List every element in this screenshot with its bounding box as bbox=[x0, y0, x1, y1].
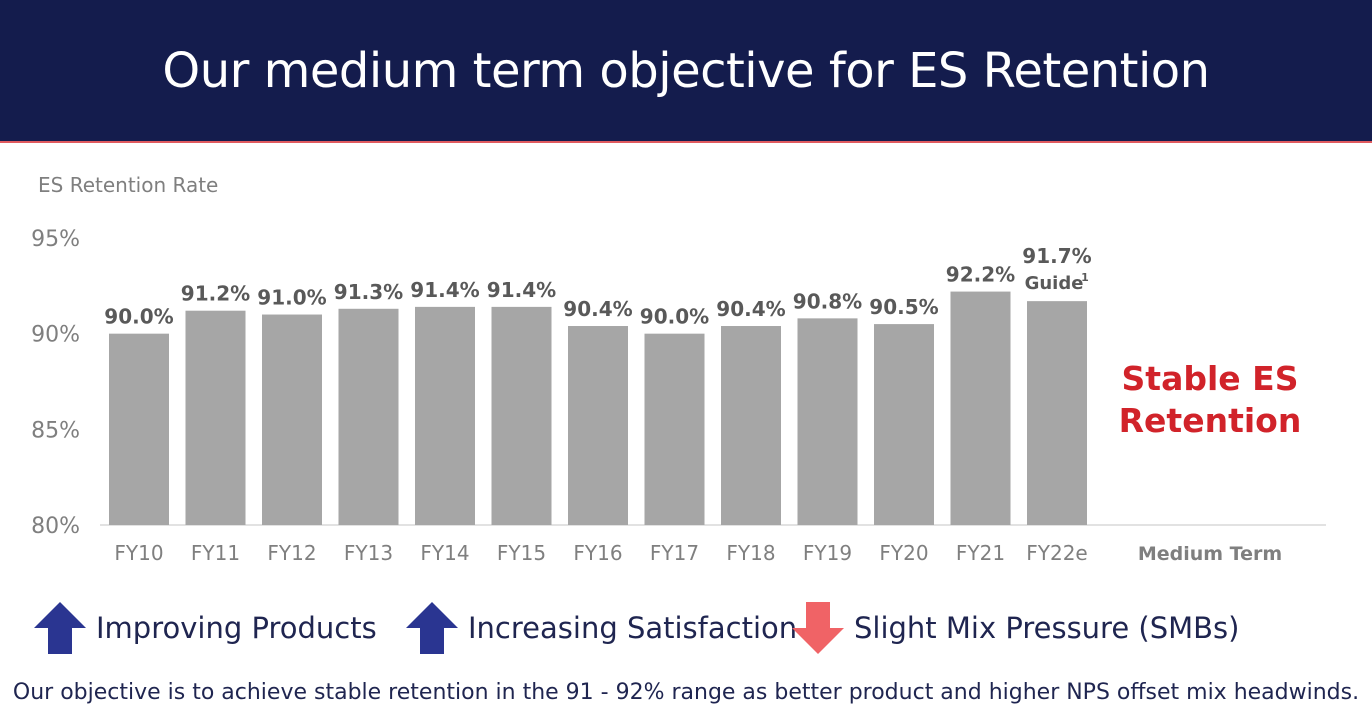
bar bbox=[491, 306, 552, 525]
bar bbox=[109, 333, 169, 525]
x-tick-label: FY20 bbox=[879, 541, 928, 565]
arrow-up-icon bbox=[406, 602, 458, 654]
data-label: 91.0% bbox=[257, 286, 326, 310]
bar bbox=[797, 318, 858, 525]
bar bbox=[950, 291, 1011, 525]
y-axis-title: ES Retention Rate bbox=[38, 173, 218, 197]
bar bbox=[338, 308, 399, 525]
footnote-marker: 1 bbox=[1081, 271, 1089, 284]
x-tick-label: FY13 bbox=[344, 541, 393, 565]
objective-footnote: Our objective is to achieve stable reten… bbox=[12, 680, 1360, 705]
driver-slight-mix-pressure: Slight Mix Pressure (SMBs) bbox=[790, 596, 1239, 660]
y-tick-label: 85% bbox=[31, 418, 80, 443]
data-label: 91.2% bbox=[181, 282, 250, 306]
bar bbox=[262, 314, 322, 525]
x-tick-label: FY18 bbox=[726, 541, 775, 565]
x-tick-label: FY15 bbox=[497, 541, 546, 565]
guide-label: Guide bbox=[1025, 273, 1084, 294]
x-tick-label: FY16 bbox=[573, 541, 622, 565]
callout-line-1: Stable ES bbox=[1121, 359, 1299, 398]
data-label: 91.4% bbox=[410, 278, 479, 302]
arrow-down-icon bbox=[792, 602, 844, 654]
data-label: 91.7% bbox=[1022, 244, 1091, 268]
arrow-up-icon bbox=[34, 602, 86, 654]
driver-label: Improving Products bbox=[96, 611, 377, 645]
drivers-row: Improving Products Increasing Satisfacti… bbox=[0, 596, 1372, 660]
slide-title: Our medium term objective for ES Retenti… bbox=[162, 42, 1210, 99]
bar bbox=[415, 306, 475, 525]
data-label: 91.4% bbox=[487, 278, 556, 302]
bar bbox=[874, 324, 934, 525]
driver-increasing-satisfaction: Increasing Satisfaction bbox=[404, 596, 797, 660]
data-label: 90.8% bbox=[793, 289, 862, 313]
x-tick-label: FY12 bbox=[267, 541, 316, 565]
bar bbox=[1027, 301, 1087, 525]
data-label: 90.0% bbox=[640, 305, 709, 329]
x-tick-label: FY17 bbox=[650, 541, 699, 565]
driver-label: Slight Mix Pressure (SMBs) bbox=[854, 611, 1240, 645]
slide-header: Our medium term objective for ES Retenti… bbox=[0, 0, 1372, 143]
bar bbox=[568, 326, 628, 525]
y-tick-label: 90% bbox=[31, 323, 80, 348]
bar bbox=[185, 310, 246, 525]
y-tick-label: 95% bbox=[31, 227, 80, 252]
data-label: 90.4% bbox=[716, 297, 785, 321]
x-tick-label: FY19 bbox=[803, 541, 852, 565]
retention-bar-chart: ES Retention Rate 80% 85% 90% 95% 90.0% FY10 91… bbox=[31, 173, 1326, 565]
data-label: 90.4% bbox=[563, 297, 632, 321]
x-tick-label: FY22e bbox=[1026, 541, 1087, 565]
x-tick-label-medium-term: Medium Term bbox=[1138, 543, 1282, 565]
bar bbox=[721, 326, 781, 525]
x-tick-label: FY21 bbox=[956, 541, 1005, 565]
x-tick-label: FY10 bbox=[114, 541, 163, 565]
x-tick-label: FY11 bbox=[191, 541, 240, 565]
data-label: 90.5% bbox=[869, 295, 938, 319]
driver-improving-products: Improving Products bbox=[32, 596, 377, 660]
bar bbox=[644, 333, 705, 525]
x-tick-label: FY14 bbox=[420, 541, 469, 565]
data-label: 91.3% bbox=[334, 280, 403, 304]
driver-label: Increasing Satisfaction bbox=[468, 611, 798, 645]
y-tick-label: 80% bbox=[31, 514, 80, 539]
stable-retention-callout: Stable ES Retention bbox=[1105, 358, 1315, 442]
data-label: 92.2% bbox=[946, 263, 1015, 287]
data-label: 90.0% bbox=[104, 305, 173, 329]
callout-line-2: Retention bbox=[1118, 401, 1302, 440]
